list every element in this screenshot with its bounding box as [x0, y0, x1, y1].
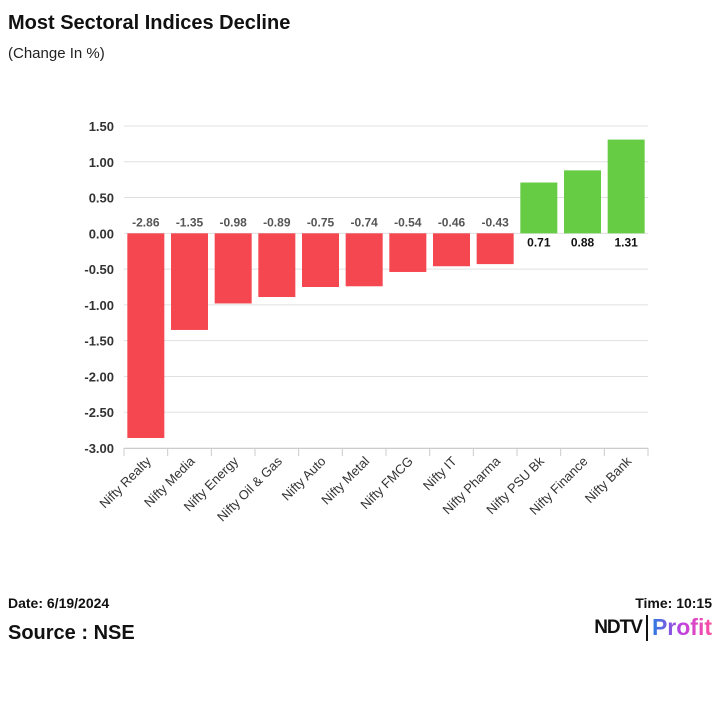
- bar: [214, 233, 252, 304]
- bar: [433, 233, 470, 267]
- data-label: -0.75: [307, 215, 335, 229]
- data-label: -2.86: [132, 215, 160, 229]
- chart-subtitle: (Change In %): [8, 45, 105, 62]
- data-label: -0.74: [350, 215, 378, 229]
- data-label: 1.31: [614, 235, 638, 249]
- source-label: Source : NSE: [8, 622, 135, 644]
- data-label: 0.88: [571, 235, 595, 249]
- x-tick-label: Nifty IT: [420, 453, 460, 493]
- data-label: 0.71: [527, 235, 551, 249]
- ndtv-profit-logo: NDTV Profit: [594, 614, 712, 641]
- date-label: Date: 6/19/2024: [8, 595, 110, 611]
- y-tick-label: 1.50: [89, 119, 114, 134]
- y-tick-label: -2.50: [84, 405, 114, 420]
- data-label: -0.98: [219, 215, 247, 229]
- bar: [258, 233, 296, 298]
- logo-ndtv: NDTV: [594, 616, 643, 638]
- data-label: -0.89: [263, 215, 291, 229]
- data-label: -1.35: [176, 215, 204, 229]
- time-label: Time: 10:15: [635, 595, 712, 611]
- y-tick-label: 0.00: [89, 226, 114, 241]
- logo-profit: Profit: [651, 614, 712, 640]
- bar: [389, 233, 427, 272]
- bar: [171, 233, 208, 330]
- bar: [476, 233, 514, 265]
- logo-divider: [645, 614, 648, 641]
- y-tick-label: 0.50: [89, 191, 114, 206]
- bar: [302, 233, 339, 287]
- data-label: -0.54: [394, 215, 422, 229]
- y-tick-label: -2.00: [84, 369, 114, 384]
- y-tick-label: -1.50: [84, 334, 114, 349]
- bar: [520, 182, 558, 234]
- x-tick-label: Nifty Bank: [582, 453, 635, 506]
- data-label: -0.43: [481, 215, 509, 229]
- y-tick-label: -0.50: [84, 262, 114, 277]
- chart-title: Most Sectoral Indices Decline: [8, 12, 291, 34]
- bar: [564, 170, 601, 234]
- bar: [127, 233, 165, 438]
- bar: [607, 139, 645, 234]
- bar: [345, 233, 383, 287]
- y-tick-label: -3.00: [84, 441, 114, 456]
- y-tick-label: -1.00: [84, 298, 114, 313]
- y-tick-label: 1.00: [89, 155, 114, 170]
- data-label: -0.46: [438, 215, 466, 229]
